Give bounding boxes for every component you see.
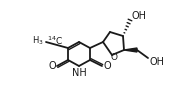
Text: O: O [48,61,56,71]
Text: H$_3$: H$_3$ [32,35,44,47]
Text: OH: OH [132,11,147,21]
Text: $^{14}$C: $^{14}$C [47,35,63,47]
Text: O: O [103,61,111,71]
Text: O: O [110,52,117,61]
Text: OH: OH [150,57,165,67]
Polygon shape [124,48,137,52]
Text: NH: NH [72,68,86,78]
